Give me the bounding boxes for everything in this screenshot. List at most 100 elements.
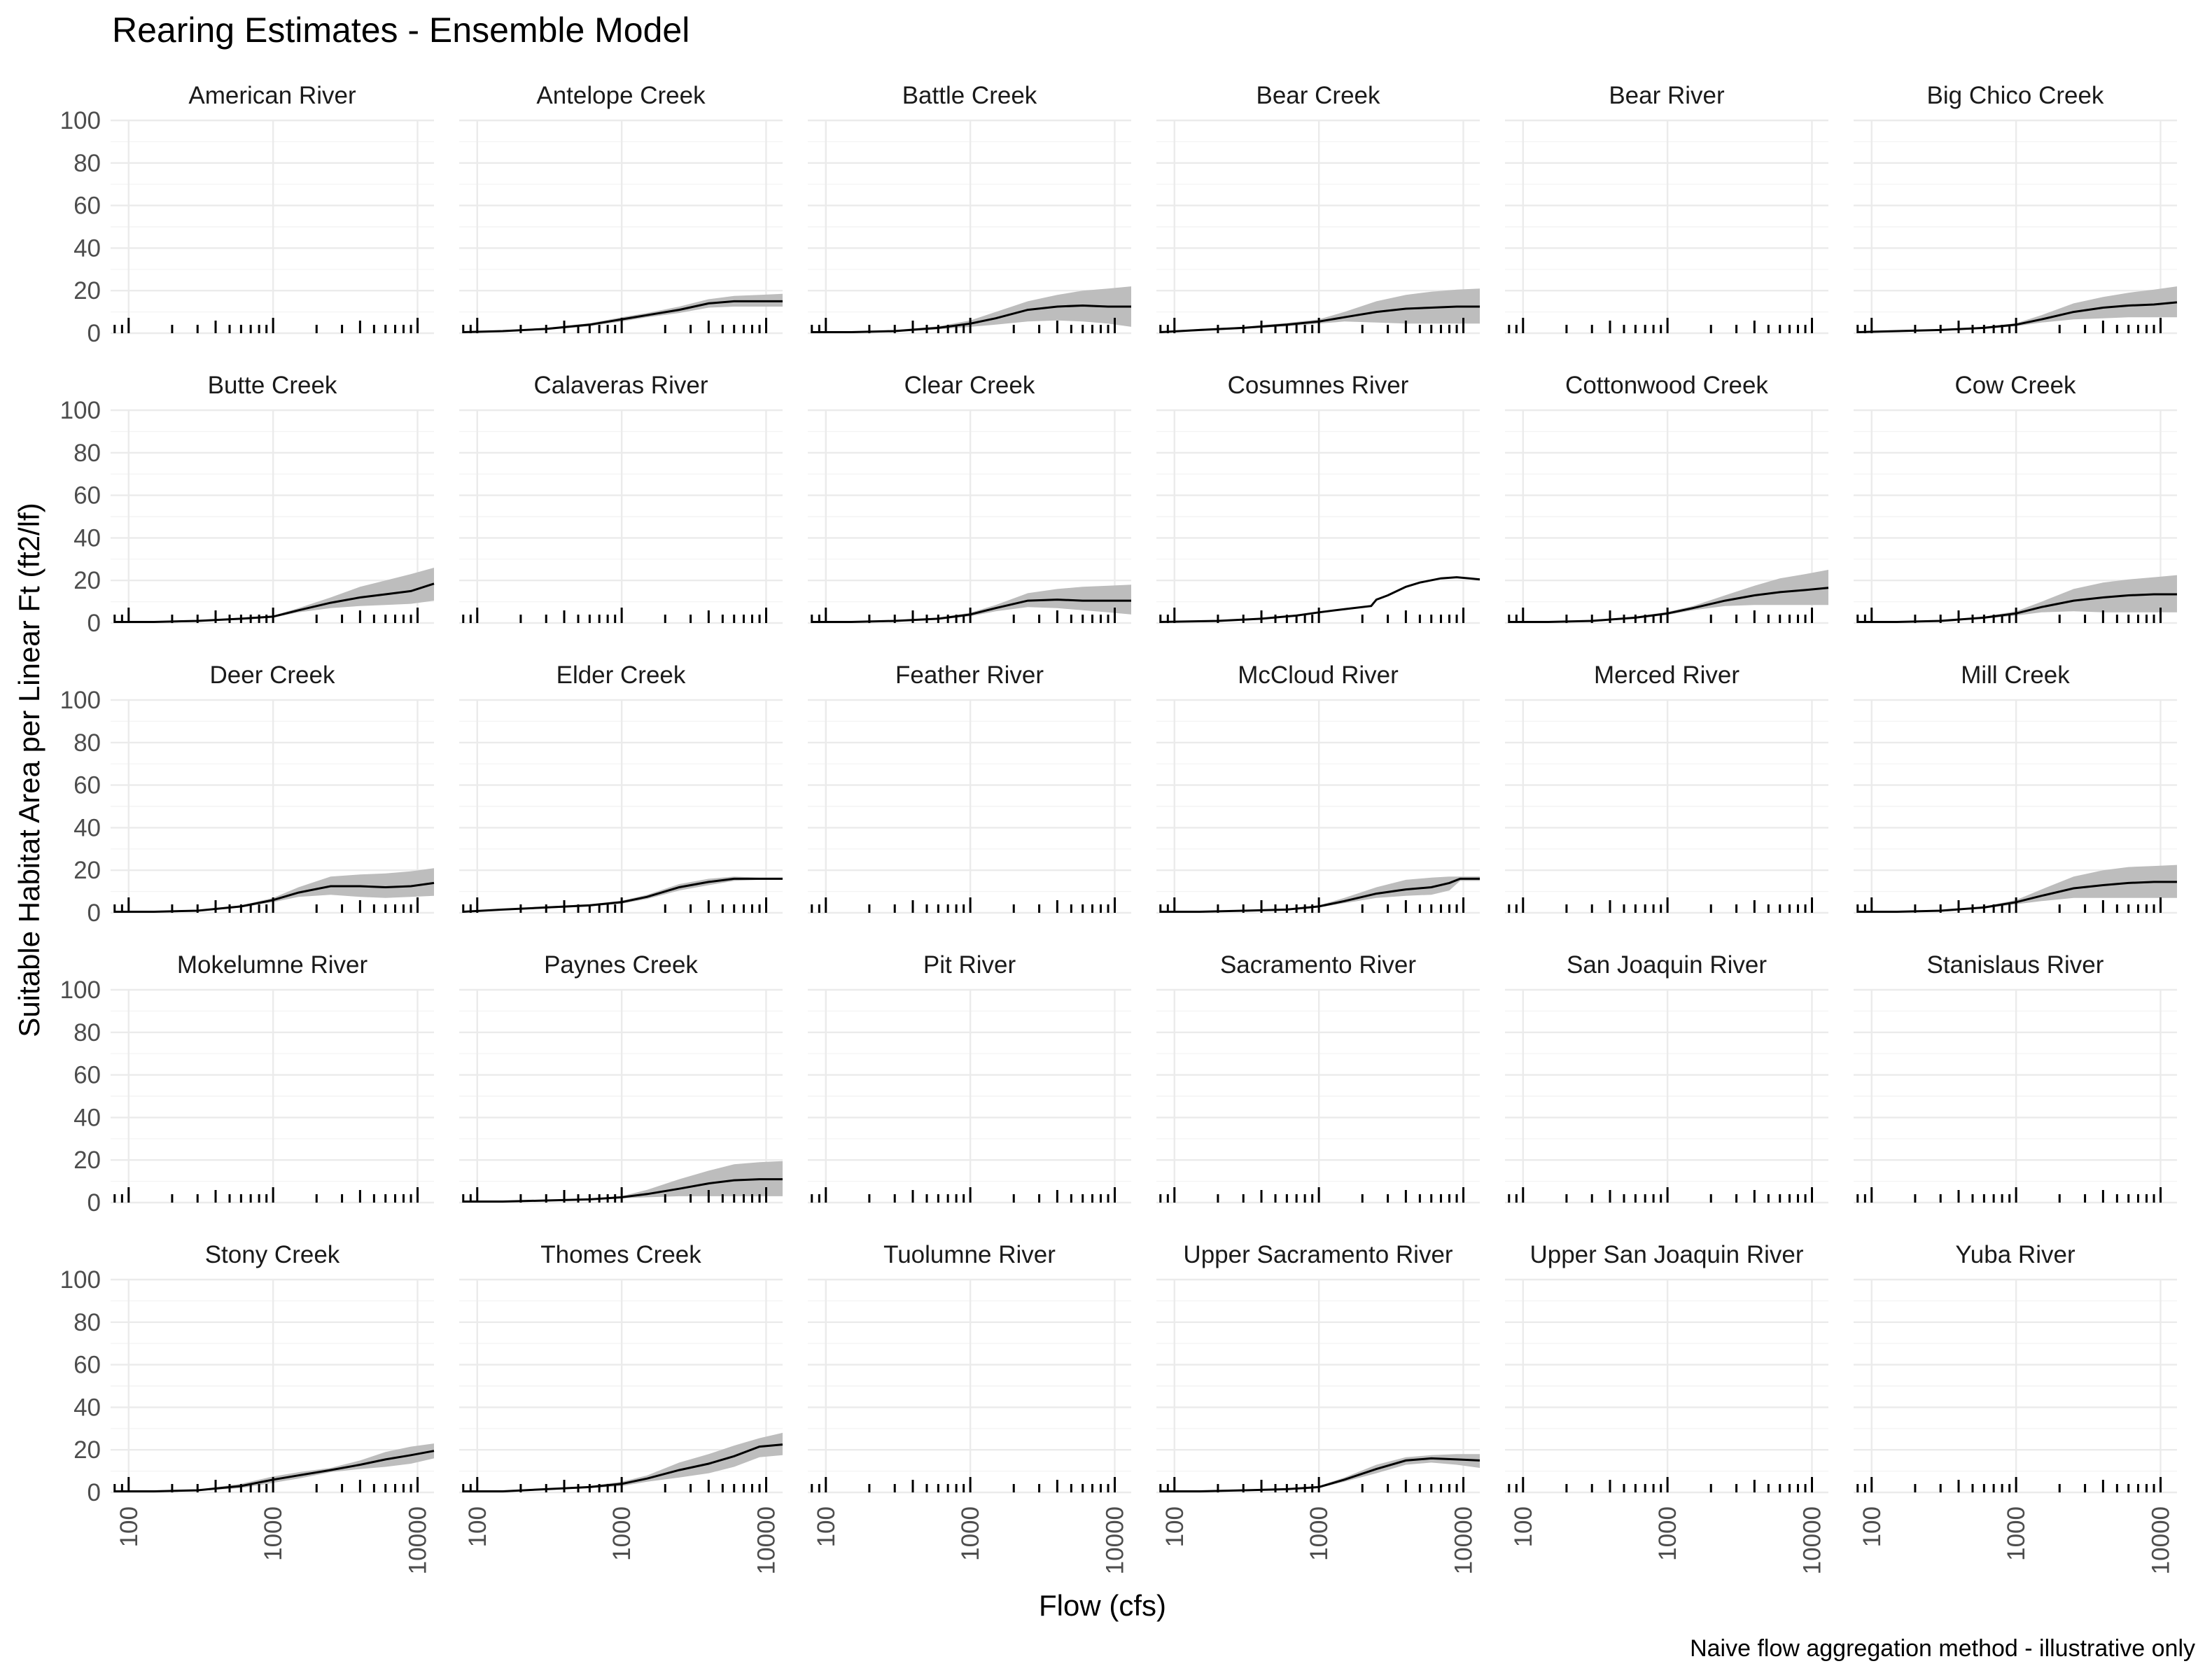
facet-title: Calaveras River <box>534 372 708 399</box>
x-tick-label: 1000 <box>2003 1506 2030 1561</box>
facet-panel: Cosumnes River <box>1156 372 1480 624</box>
facet-panel: Mokelumne River 0 20 40 60 80 100 <box>60 951 434 1217</box>
y-tick-label: 100 <box>60 687 101 714</box>
facet-panel: American River 0 20 40 60 80 100 <box>60 82 434 347</box>
x-tick-label: 100 <box>1510 1506 1537 1547</box>
estimate-line <box>463 877 783 913</box>
facet-panel: Butte Creek 0 20 40 60 80 100 <box>60 372 435 637</box>
estimate-line <box>1857 301 2178 333</box>
x-tick-label: 10000 <box>1101 1506 1128 1574</box>
confidence-ribbon <box>114 1443 435 1492</box>
x-tick-label: 100 <box>1858 1506 1886 1547</box>
estimate-line <box>463 300 783 333</box>
facet-title: Merced River <box>1594 662 1740 689</box>
facet-panel: Thomes Creek 100 1000 10000 <box>459 1241 783 1574</box>
confidence-ribbon <box>811 286 1131 333</box>
y-tick-label: 20 <box>74 567 101 594</box>
x-axis-label: Flow (cfs) <box>1039 1589 1166 1622</box>
x-tick-label: 1000 <box>260 1506 287 1561</box>
x-tick-label: 100 <box>115 1506 143 1547</box>
y-tick-label: 40 <box>74 1104 101 1131</box>
y-tick-label: 0 <box>88 320 101 347</box>
facet-title: Cottonwood Creek <box>1565 372 1768 399</box>
facet-title: Upper San Joaquin River <box>1530 1241 1803 1268</box>
confidence-ribbon <box>1160 876 1480 913</box>
facet-title: Stony Creek <box>205 1241 340 1268</box>
facet-title: Mokelumne River <box>177 951 368 979</box>
x-tick-label: 10000 <box>752 1506 780 1574</box>
confidence-ribbon <box>1160 1454 1480 1492</box>
x-tick-label: 10000 <box>1450 1506 1477 1574</box>
x-tick-label: 10000 <box>1798 1506 1826 1574</box>
x-tick-label: 100 <box>464 1506 491 1547</box>
y-tick-label: 0 <box>88 610 101 637</box>
y-tick-label: 100 <box>60 107 101 134</box>
y-tick-label: 60 <box>74 772 101 799</box>
facet-panel: Deer Creek 0 20 40 60 80 100 <box>60 662 435 927</box>
confidence-ribbon <box>1160 288 1480 333</box>
facet-title: Mill Creek <box>1961 662 2070 689</box>
x-tick-label: 10000 <box>404 1506 431 1574</box>
confidence-ribbon <box>463 876 783 913</box>
estimate-line <box>114 582 435 623</box>
estimate-line <box>1160 576 1480 623</box>
estimate-line <box>463 1178 783 1203</box>
facet-title: Antelope Creek <box>536 82 706 109</box>
y-tick-label: 40 <box>74 524 101 552</box>
facet-panel: Mill Creek <box>1854 662 2177 914</box>
y-tick-label: 100 <box>60 397 101 424</box>
facet-title: American River <box>188 82 356 109</box>
y-tick-label: 100 <box>60 976 101 1004</box>
facet-panel: Bear River <box>1505 82 1828 335</box>
confidence-ribbon <box>811 584 1131 623</box>
facet-title: Bear River <box>1609 82 1725 109</box>
facet-panel: Battle Creek <box>808 82 1131 335</box>
facet-panel: Stony Creek 0 20 40 60 80 100 100 1000 10000 <box>60 1241 435 1574</box>
facet-title: Thomes Creek <box>540 1241 701 1268</box>
facet-title: Big Chico Creek <box>1927 82 2104 109</box>
y-tick-label: 80 <box>74 150 101 177</box>
estimate-line <box>811 598 1131 623</box>
facet-title: Cow Creek <box>1954 372 2076 399</box>
x-tick-label: 1000 <box>1306 1506 1333 1561</box>
facet-panel: Elder Creek <box>459 662 783 914</box>
facet-title: Deer Creek <box>210 662 335 689</box>
facet-title: San Joaquin River <box>1567 951 1767 979</box>
estimate-line <box>811 304 1131 333</box>
y-tick-label: 40 <box>74 814 101 841</box>
confidence-ribbon <box>463 1161 783 1203</box>
facet-panel: Sacramento River <box>1156 951 1480 1204</box>
estimate-line <box>1160 305 1480 333</box>
facet-panel: Yuba River 100 1000 10000 <box>1854 1241 2177 1574</box>
estimate-line <box>114 1450 435 1492</box>
facet-title: Tuolumne River <box>883 1241 1056 1268</box>
confidence-ribbon <box>114 868 435 913</box>
y-tick-label: 60 <box>74 192 101 220</box>
facet-panel: Paynes Creek <box>459 951 783 1204</box>
x-tick-label: 1000 <box>608 1506 636 1561</box>
confidence-ribbon <box>463 1432 783 1492</box>
facet-panel: Tuolumne River 100 1000 10000 <box>808 1241 1131 1574</box>
facet-panel: Merced River <box>1505 662 1828 914</box>
y-tick-label: 60 <box>74 1062 101 1089</box>
y-tick-label: 0 <box>88 1479 101 1506</box>
confidence-ribbon <box>1508 570 1828 623</box>
y-tick-label: 100 <box>60 1266 101 1294</box>
x-tick-label: 1000 <box>957 1506 984 1561</box>
facet-title: Stanislaus River <box>1927 951 2104 979</box>
x-tick-label: 1000 <box>1654 1506 1681 1561</box>
facet-panel: Big Chico Creek <box>1854 82 2178 335</box>
y-tick-label: 40 <box>74 1394 101 1421</box>
facet-panel: Clear Creek <box>808 372 1131 624</box>
facet-panel: Antelope Creek <box>459 82 783 335</box>
confidence-ribbon <box>114 568 435 623</box>
y-tick-label: 20 <box>74 277 101 304</box>
y-tick-label: 80 <box>74 1309 101 1336</box>
facet-title: Elder Creek <box>556 662 686 689</box>
x-tick-label: 10000 <box>2147 1506 2174 1574</box>
y-tick-label: 60 <box>74 1352 101 1379</box>
y-tick-label: 80 <box>74 729 101 757</box>
chart-title: Rearing Estimates - Ensemble Model <box>112 10 690 50</box>
facet-panel: San Joaquin River <box>1505 951 1828 1204</box>
